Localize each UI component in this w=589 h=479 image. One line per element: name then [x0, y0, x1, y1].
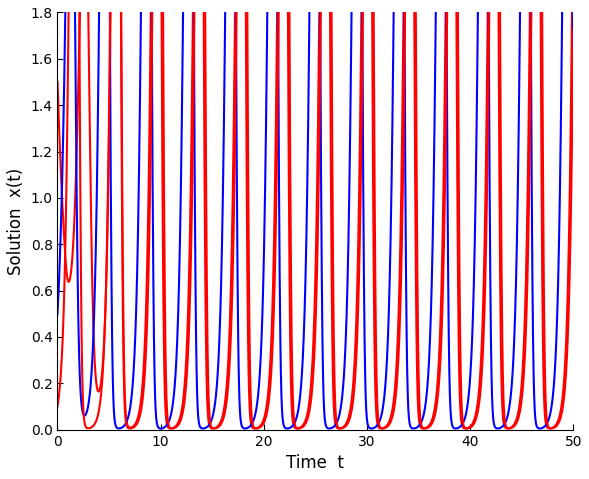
- Y-axis label: Solution  x(t): Solution x(t): [7, 168, 25, 274]
- X-axis label: Time  t: Time t: [286, 454, 345, 472]
